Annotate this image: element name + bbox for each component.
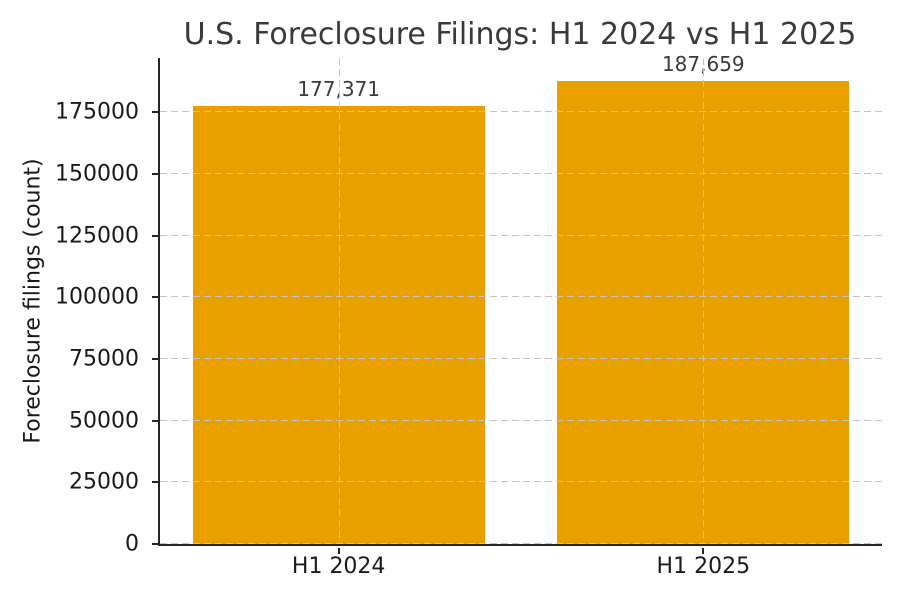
y-tick-label: 50000 [69,408,139,434]
bars-layer: 177,371 187,659 [160,52,882,544]
y-gridline [160,111,882,113]
x-tick-mark [337,548,340,554]
x-tick-mark [702,548,705,554]
x-gridline [703,58,705,544]
x-axis-tick-labels: H1 2024 H1 2025 [160,548,882,588]
y-tick-label: 0 [125,531,139,557]
grid-layer [152,58,882,554]
y-tick-mark [152,419,158,422]
y-gridline [160,543,882,544]
x-tick-label: H1 2024 [291,554,386,579]
y-tick-mark [152,111,158,114]
x-tick-label: H1 2025 [656,554,751,579]
y-gridline [160,172,882,174]
y-tick-mark [152,357,158,360]
y-axis-tick-labels: 0 25000 50000 75000 100000 125000 150000 175000 [0,58,148,557]
y-gridline [160,234,882,236]
y-tick-mark [152,543,158,545]
bar [192,106,485,544]
y-tick-label: 150000 [55,161,139,187]
x-gridline [338,58,340,544]
y-tick-label: 175000 [55,99,139,125]
y-gridline [160,357,882,359]
y-tick-label: 25000 [69,469,139,495]
y-tick-mark [152,481,158,484]
y-tick-mark [152,234,158,237]
y-gridline [160,481,882,483]
bar [557,81,850,544]
chart-title: U.S. Foreclosure Filings: H1 2024 vs H1 … [183,17,857,52]
plot-area: 177,371 187,659 [152,52,882,554]
y-tick-label: 75000 [69,346,139,372]
y-gridline [160,419,882,421]
y-tick-label: 125000 [55,223,139,249]
y-gridline [160,296,882,298]
y-tick-label: 100000 [55,284,139,310]
y-tick-mark [152,296,158,299]
y-tick-mark [152,172,158,175]
